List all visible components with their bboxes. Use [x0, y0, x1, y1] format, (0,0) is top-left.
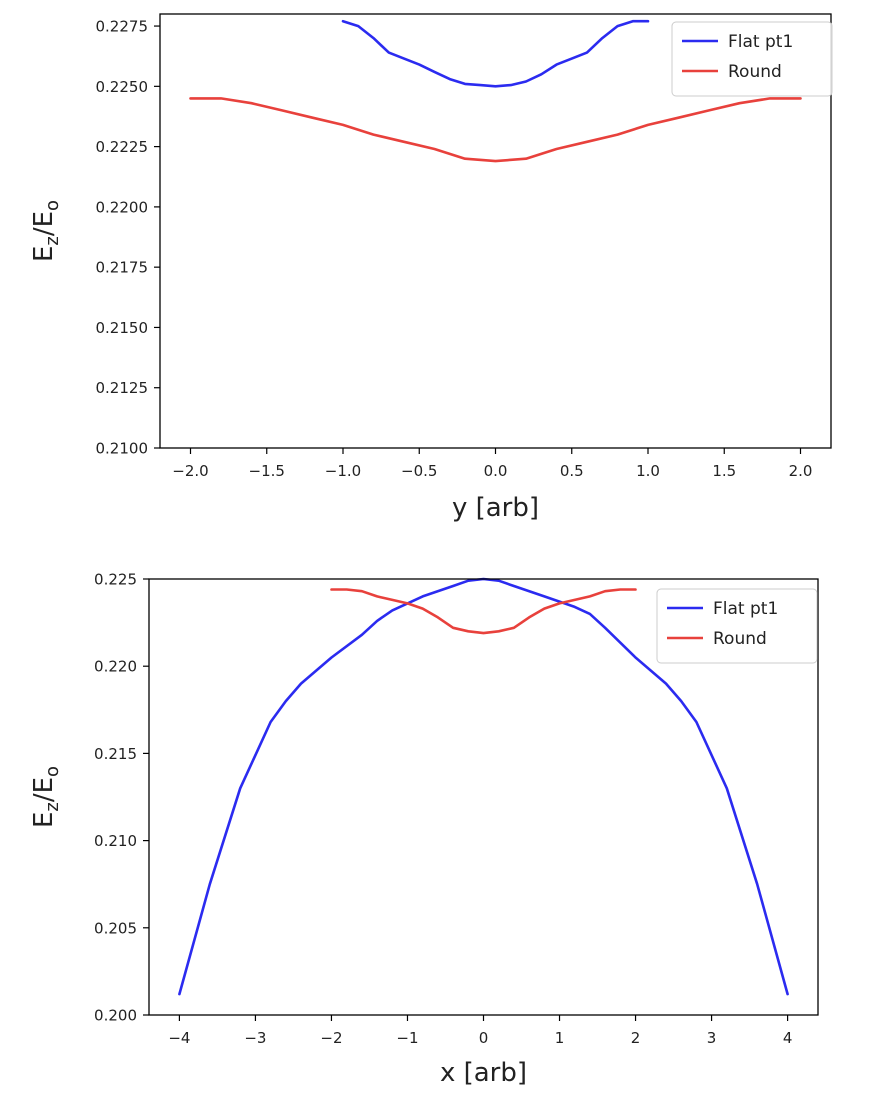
x-tick-label: −0.5 [401, 462, 437, 480]
x-tick-label: −2.0 [172, 462, 208, 480]
x-tick-label: 1.0 [636, 462, 660, 480]
y-tick-label: 0.210 [94, 832, 137, 850]
x-axis-label: x [arb] [440, 1058, 527, 1088]
y-tick-label: 0.2250 [96, 78, 149, 96]
x-tick-label: −1.0 [325, 462, 361, 480]
y-tick-label: 0.2275 [96, 18, 149, 36]
legend-entry-label: Flat pt1 [713, 599, 778, 619]
x-tick-label: 3 [707, 1029, 717, 1047]
y-tick-label: 0.205 [94, 919, 137, 937]
y-axis-label-part: z [42, 236, 63, 245]
chart-bottom: −4 −3 −2 −1 0 1 2 3 4 0.200 0.205 0.210 0.215 0.220 0.… [29, 571, 819, 1088]
y-tick-label: 0.200 [94, 1007, 137, 1025]
x-tick-label: −1.5 [249, 462, 285, 480]
y-axis-label-part: /E [29, 777, 59, 802]
y-axis-label-part: E [29, 812, 59, 828]
y-tick-label: 0.225 [94, 571, 137, 589]
legend-entry-label: Flat pt1 [728, 32, 793, 52]
x-tick-label: 0.0 [484, 462, 508, 480]
series-line-flat-pt1 [341, 19, 650, 88]
series-line-round [330, 588, 637, 635]
y-tick-label: 0.2150 [96, 319, 149, 337]
legend-entry-label: Round [728, 62, 782, 82]
x-tick-label: −4 [168, 1029, 190, 1047]
y-tick-label: 0.2175 [96, 259, 149, 277]
x-tick-label: 2 [631, 1029, 641, 1047]
x-tick-label: −1 [396, 1029, 418, 1047]
x-tick-label: 1 [555, 1029, 565, 1047]
chart-top: −2.0 −1.5 −1.0 −0.5 0.0 0.5 1.0 1.5 2.0 0.2100 0.2… [29, 13, 833, 523]
x-tick-label: −2 [320, 1029, 342, 1047]
x-tick-label: 1.5 [712, 462, 736, 480]
y-tick-label: 0.220 [94, 658, 137, 676]
y-tick-label: 0.2100 [96, 440, 149, 458]
y-axis-label-part: o [42, 766, 63, 777]
x-tick-label: 4 [783, 1029, 793, 1047]
y-axis-label-part: /E [29, 211, 59, 236]
y-tick-label: 0.215 [94, 745, 137, 763]
y-tick-label: 0.2200 [96, 198, 149, 216]
x-tick-label: 0 [479, 1029, 489, 1047]
x-axis-label: y [arb] [452, 493, 539, 523]
series-line-round [189, 97, 802, 163]
y-axis-label-part: E [29, 246, 59, 262]
y-axis-label-part: o [42, 200, 63, 211]
x-tick-label: 2.0 [789, 462, 813, 480]
x-tick-label: −3 [244, 1029, 266, 1047]
x-tick-label: 0.5 [560, 462, 584, 480]
y-tick-label: 0.2225 [96, 138, 149, 156]
y-axis-label: Ez/Eo [29, 766, 63, 828]
y-tick-label: 0.2125 [96, 379, 149, 397]
legend-entry-label: Round [713, 629, 767, 649]
y-axis-label: Ez/Eo [29, 200, 63, 262]
y-axis-label-part: z [42, 802, 63, 811]
